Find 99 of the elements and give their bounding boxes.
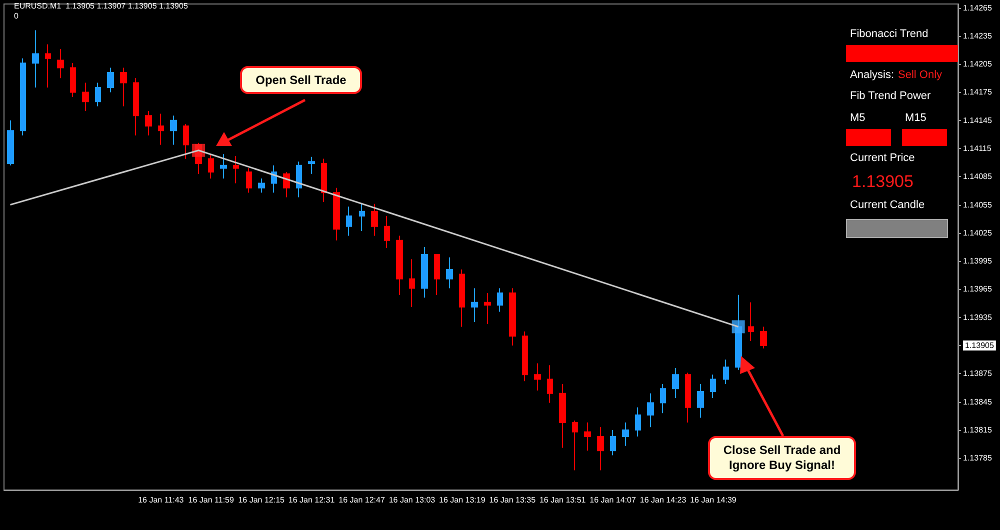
y-tick-label: 1.14175 (963, 88, 992, 97)
y-tick-label: 1.13785 (963, 454, 992, 463)
candlestick (220, 154, 227, 180)
candlestick (396, 235, 403, 296)
candlestick (20, 58, 26, 136)
annotation: Current Candle (850, 199, 925, 211)
candlestick (359, 203, 365, 232)
candlestick (597, 426, 604, 471)
annotation: Close Sell Trade and Ignore Buy Signal! (708, 436, 856, 480)
candlestick (723, 359, 729, 384)
candlestick (333, 187, 340, 241)
candlestick (497, 288, 503, 312)
annotation: M5 (850, 112, 866, 124)
candlestick (547, 364, 553, 404)
y-tick-label: 1.14085 (963, 172, 992, 182)
annotation: 1.13905 (852, 172, 914, 192)
candlestick (133, 78, 139, 136)
candlestick (446, 256, 453, 289)
candlestick (672, 368, 679, 399)
x-tick-label: 16 Jan 12:47 (338, 496, 386, 504)
candlestick (45, 44, 51, 88)
annotation: Fibonacci Trend (850, 28, 928, 40)
y-tick-label: 1.14145 (963, 116, 992, 125)
candlestick (509, 288, 516, 346)
candlestick (471, 288, 478, 323)
chart-title: EURUSD.M1 1.13905 1.13907 1.13905 1.13905 (14, 2, 188, 10)
x-tick-label: 16 Jan 14:39 (690, 496, 737, 504)
x-tick-label: 16 Jan 13:03 (388, 496, 436, 504)
candlestick (534, 362, 541, 392)
candlestick (760, 326, 767, 349)
candlestick (82, 82, 89, 112)
x-tick-label: 16 Jan 11:59 (188, 496, 234, 504)
candlestick (647, 392, 654, 428)
candlestick (120, 67, 127, 107)
candlestick (321, 158, 327, 202)
candlestick (409, 258, 415, 308)
y-tick-label: 1.14025 (963, 228, 992, 238)
candlestick (57, 48, 64, 79)
candlestick (32, 30, 39, 88)
annotation: M15 (905, 112, 926, 124)
candlestick (710, 374, 716, 399)
candlestick (233, 155, 239, 184)
x-tick-label: 16 Jan 13:19 (439, 496, 486, 504)
y-tick-label: 1.14235 (963, 31, 992, 40)
y-tick-label: 1.14265 (963, 3, 992, 12)
candlestick (208, 154, 214, 180)
candlestick (145, 110, 152, 136)
y-tick-label: 1.13995 (963, 256, 992, 266)
candlestick (384, 216, 390, 248)
candlestick (635, 406, 641, 438)
candlestick (308, 156, 315, 174)
candlestick (622, 422, 629, 446)
text: 0 (14, 12, 19, 20)
x-tick-label: 16 Jan 13:51 (539, 496, 586, 504)
annotation: Fib Trend Power (850, 90, 931, 102)
y-tick-label: 1.14115 (963, 144, 992, 153)
candlestick (685, 372, 691, 423)
x-tick-label: 16 Jan 14:23 (640, 496, 687, 504)
candlestick (434, 254, 440, 296)
x-tick-label: 16 Jan 12:31 (288, 496, 336, 504)
x-tick-label: 16 Jan 11:43 (138, 496, 184, 504)
candlestick (170, 115, 177, 146)
y-tick-label: 1.13935 (963, 312, 992, 322)
candlestick (484, 292, 491, 324)
candlestick (346, 206, 352, 236)
annotation: Analysis: (850, 69, 894, 81)
candlestick (660, 383, 666, 414)
candlestick (371, 203, 378, 236)
candlestick (95, 82, 101, 107)
annotation: Sell Only (898, 69, 942, 81)
y-tick-label: 1.14205 (963, 60, 992, 69)
y-tick-label: 1.14055 (963, 200, 992, 210)
candlestick (296, 161, 302, 198)
x-tick-label: 16 Jan 14:07 (590, 496, 636, 504)
candlestick (7, 120, 14, 166)
candlestick (459, 269, 465, 328)
candlestick (421, 246, 428, 298)
y-tick-label: 1.13965 (963, 284, 992, 294)
y-tick-label: 1.13845 (963, 397, 992, 406)
candlestick (697, 383, 704, 418)
candlestick (246, 168, 252, 194)
candlestick (559, 383, 566, 448)
candlestick (70, 62, 76, 98)
y-tick-label: 1.13905 (965, 341, 994, 350)
candlestick (610, 429, 616, 456)
candlestick (158, 113, 164, 146)
candlestick (183, 124, 189, 160)
x-tick-label: 16 Jan 12:15 (238, 496, 286, 504)
candlestick (258, 178, 265, 194)
y-tick-label: 1.13875 (963, 369, 992, 378)
candlestick (572, 420, 578, 471)
annotation: Current Price (850, 152, 915, 164)
y-tick-label: 1.13815 (963, 425, 992, 434)
candlestick (748, 302, 754, 342)
annotation: Open Sell Trade (240, 66, 362, 94)
x-tick-label: 16 Jan 13:35 (489, 496, 536, 504)
candlestick (107, 67, 114, 93)
candlestick (522, 330, 528, 382)
candlestick (584, 422, 591, 452)
